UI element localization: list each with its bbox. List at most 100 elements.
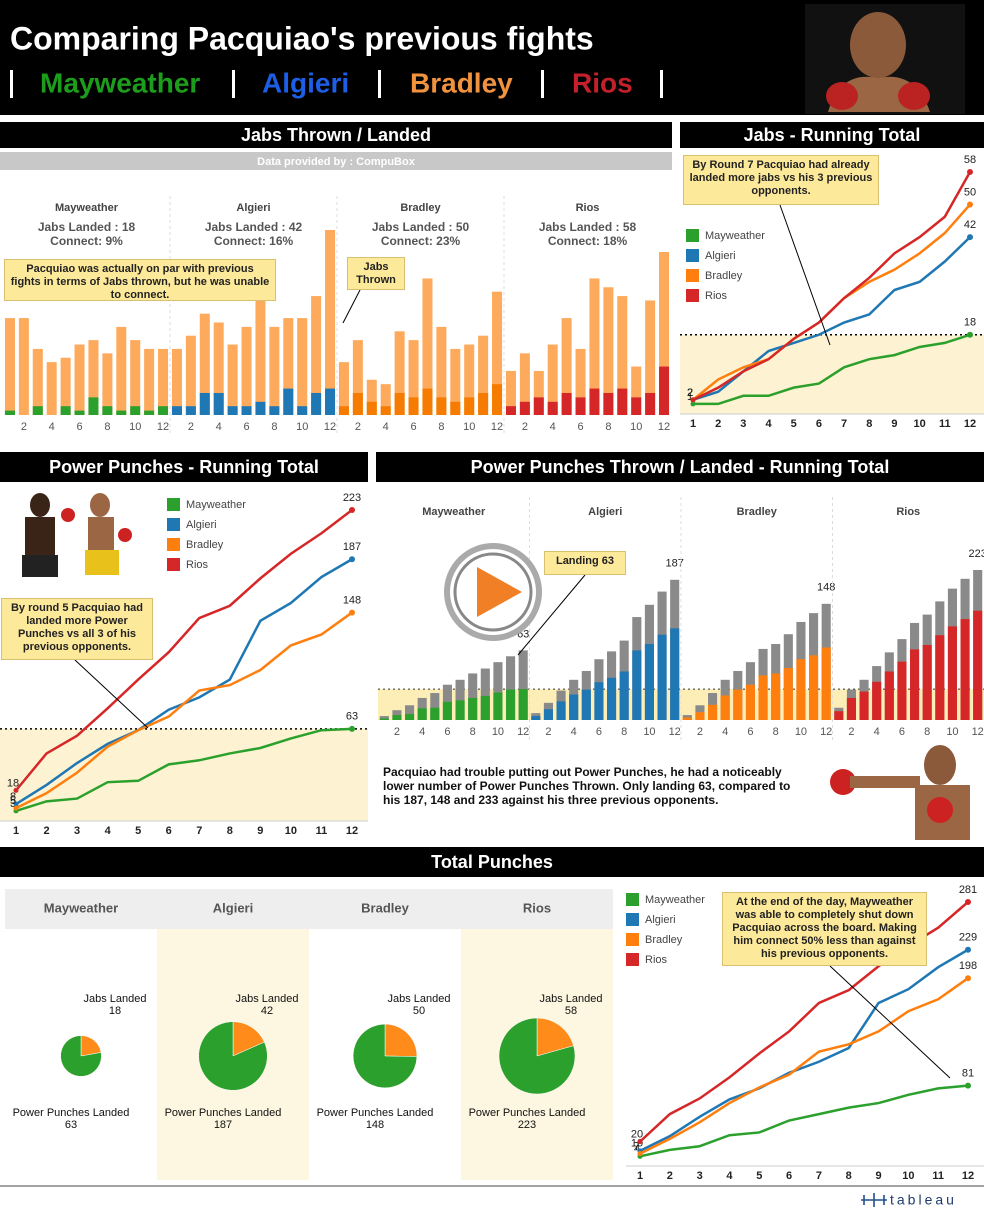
thrown-bar [130, 340, 141, 415]
landed-bar [619, 671, 629, 720]
landed-bar [436, 397, 447, 415]
legend-label: Algieri [645, 914, 676, 926]
landed-bar [493, 692, 503, 720]
panel-connect: Connect: 9% [50, 234, 123, 248]
thrown-bar [185, 335, 196, 415]
landed-bar [392, 715, 402, 720]
landed-bar [846, 697, 856, 720]
thrown-bar [46, 362, 57, 415]
x-tick-label: 2 [848, 726, 854, 738]
end-point [967, 169, 973, 175]
end-point [967, 234, 973, 241]
legend-label: Rios [645, 954, 668, 966]
landed-bar [102, 406, 113, 415]
legend-label: Mayweather [645, 894, 705, 906]
landed-bar [325, 388, 336, 415]
thrown-bar [436, 326, 447, 415]
boxers-photo [22, 493, 132, 577]
landed-bar [283, 388, 294, 415]
landed-bar [4, 410, 15, 415]
series-line [15, 509, 353, 792]
x-tick-label: 1 [637, 1170, 643, 1182]
x-tick-label: 7 [196, 825, 202, 837]
x-tick-label: 4 [722, 726, 728, 738]
thrown-bar [408, 340, 419, 415]
landed-bar [32, 406, 43, 415]
end-point [349, 507, 355, 513]
panel-name: Mayweather [422, 506, 486, 518]
panel-name: Rios [523, 900, 551, 915]
landed-bar [834, 711, 844, 720]
start-label: 4 [634, 1143, 640, 1155]
thrown-bar [241, 326, 252, 415]
x-tick-label: 12 [324, 421, 336, 433]
start-label: 20 [631, 1129, 643, 1141]
x-tick-label: 8 [104, 421, 110, 433]
series-line [639, 977, 969, 1155]
landed-bar [185, 406, 196, 415]
landed-bar [947, 626, 957, 720]
landed-bar [922, 645, 932, 720]
start-label: 3 [10, 798, 16, 810]
panel-name: Algieri [236, 202, 270, 214]
start-label: 2 [687, 387, 693, 399]
separator [660, 70, 663, 98]
x-tick-label: 4 [726, 1170, 733, 1182]
x-tick-label: 8 [846, 1170, 852, 1182]
landed-bar [505, 406, 516, 415]
thrown-bar [4, 318, 15, 415]
landed-bar [708, 704, 718, 720]
landed-bar [821, 647, 831, 720]
panel-connect: Connect: 23% [381, 234, 461, 248]
thrown-bar [464, 344, 475, 415]
landed-bar [394, 392, 405, 415]
legend-swatch [626, 913, 639, 926]
landed-bar [408, 397, 419, 415]
landed-bar [796, 659, 806, 720]
panel-jabs-landed: Jabs Landed : 50 [372, 220, 470, 234]
x-tick-label: 2 [43, 825, 49, 837]
landed-bar [657, 634, 667, 720]
thrown-bar [227, 344, 238, 415]
landed-bar [213, 392, 224, 415]
annotation-arrow [829, 965, 951, 1079]
legend-swatch [626, 933, 639, 946]
end-point [349, 556, 355, 563]
thrown-bar [144, 348, 155, 415]
landed-bar [897, 661, 907, 720]
pie-slice [198, 1021, 268, 1091]
start-point [13, 805, 19, 811]
thrown-bar [74, 344, 85, 415]
slice-value: 187 [214, 1119, 232, 1131]
annotation: By Round 7 Pacquiao had already landed m… [683, 155, 879, 205]
landed-bar [547, 401, 558, 415]
thrown-bar [297, 318, 308, 415]
section-title: Total Punches [431, 852, 553, 872]
landed-bar [543, 709, 553, 720]
landed-bar [450, 401, 461, 415]
thrown-bar [519, 353, 530, 415]
thrown-bar [547, 344, 558, 415]
opponent-name: Mayweather [40, 67, 200, 98]
section-title: Jabs - Running Total [744, 125, 921, 145]
landed-bar [884, 671, 894, 720]
boxer-photo [805, 4, 965, 114]
subtitle-band [0, 152, 672, 170]
legend-swatch [167, 518, 180, 531]
legend-label: Rios [705, 290, 728, 302]
x-tick-label: 12 [491, 421, 503, 433]
thrown-bar [380, 384, 391, 415]
start-label: 7 [634, 1140, 640, 1152]
landed-bar [733, 689, 743, 720]
landed-bar [960, 619, 970, 720]
landed-bar [379, 718, 389, 720]
legend-swatch [626, 893, 639, 906]
thrown-bar [645, 300, 656, 415]
series-line [692, 171, 972, 401]
panel-name: Mayweather [55, 202, 119, 214]
x-tick-label: 10 [630, 421, 642, 433]
landed-bar [872, 681, 882, 720]
end-label: 223 [969, 548, 984, 560]
